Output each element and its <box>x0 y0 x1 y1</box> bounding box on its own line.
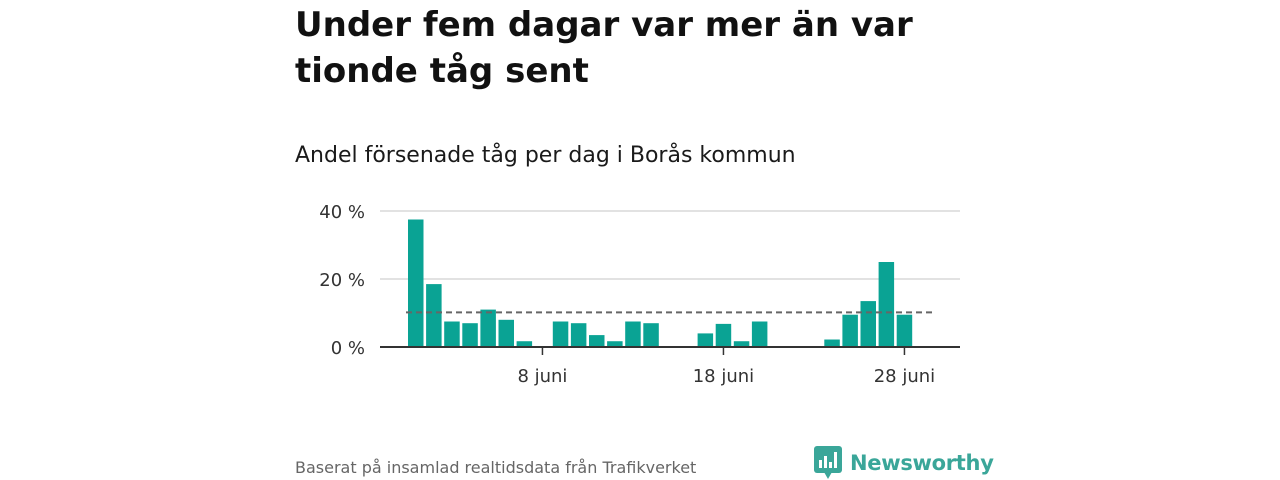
bar <box>552 321 569 347</box>
x-tick-label: 18 juni <box>693 366 754 387</box>
y-tick-label: 40 % <box>319 202 365 223</box>
source-note: Baserat på insamlad realtidsdata från Tr… <box>295 458 697 477</box>
newsworthy-logo-icon <box>814 446 842 479</box>
bar <box>408 219 424 347</box>
bar-chart: 0 % 20 % 40 % 8 juni 18 juni 28 juni <box>319 202 960 387</box>
bar <box>733 341 750 347</box>
x-tick-label: 8 juni <box>517 366 567 387</box>
bar <box>751 321 768 347</box>
bar <box>570 323 587 347</box>
bar <box>878 262 895 347</box>
newsworthy-logo: Newsworthy <box>814 446 994 480</box>
bar <box>462 323 478 347</box>
newsworthy-logo-text: Newsworthy <box>850 451 994 475</box>
bar <box>444 321 460 347</box>
y-tick-label: 0 % <box>331 338 365 359</box>
bar <box>516 341 533 347</box>
bar <box>643 323 659 347</box>
x-tick-label: 28 juni <box>874 366 935 387</box>
bar <box>426 284 442 347</box>
chart-title: Under fem dagar var mer än var tionde tå… <box>295 5 913 91</box>
bar <box>607 341 623 347</box>
chart-subtitle: Andel försenade tåg per dag i Borås komm… <box>295 143 796 168</box>
bar <box>896 314 913 347</box>
bar <box>589 335 605 347</box>
bar <box>697 333 714 347</box>
bar <box>715 323 732 347</box>
bar <box>824 339 840 347</box>
bar <box>860 301 876 347</box>
bar <box>498 319 514 347</box>
bar <box>842 314 858 347</box>
y-tick-label: 20 % <box>319 270 365 291</box>
bar <box>480 309 496 347</box>
bar <box>625 321 641 347</box>
